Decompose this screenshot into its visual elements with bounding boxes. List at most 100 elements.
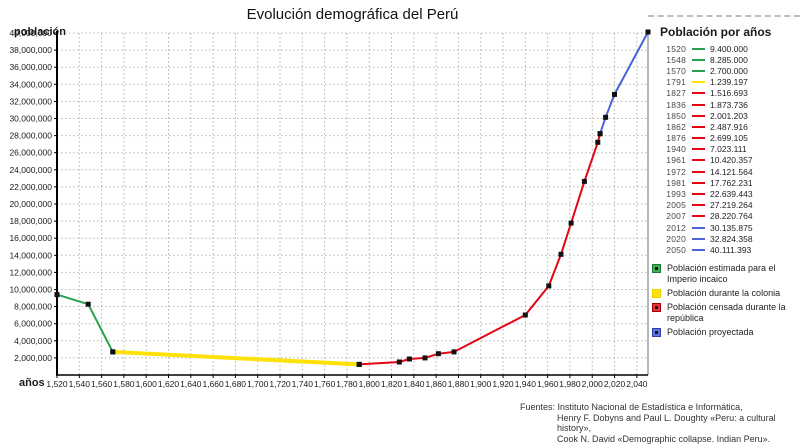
x-tick-label: 1,760 bbox=[314, 379, 336, 389]
x-tick-label: 1,560 bbox=[91, 379, 113, 389]
data-point-marker bbox=[558, 251, 564, 257]
legend-marker-dot-icon bbox=[655, 267, 658, 270]
row-year: 1850 bbox=[666, 110, 686, 121]
x-tick-label: 1,900 bbox=[470, 379, 492, 389]
x-tick-label: 1,520 bbox=[46, 379, 68, 389]
data-point-marker bbox=[110, 349, 116, 355]
table-row: 1981 17.762.231 bbox=[650, 177, 800, 188]
x-tick-label: 1,980 bbox=[559, 379, 581, 389]
y-tick-label: 24,000,000 bbox=[9, 165, 52, 175]
row-year: 1570 bbox=[666, 65, 686, 76]
table-row: 2020 32.824.358 bbox=[650, 233, 800, 244]
row-value: 17.762.231 bbox=[710, 177, 753, 188]
data-point-marker bbox=[645, 29, 651, 35]
x-tick-label: 1,680 bbox=[225, 379, 247, 389]
x-tick-label: 1,940 bbox=[515, 379, 537, 389]
y-tick-label: 32,000,000 bbox=[9, 96, 52, 106]
x-tick-label: 1,820 bbox=[381, 379, 403, 389]
table-row: 1876 2.699.105 bbox=[650, 133, 800, 144]
table-row: 1940 7.023.111 bbox=[650, 144, 800, 155]
table-row: 1791 1.239.197 bbox=[650, 77, 800, 88]
table-row: 1972 14.121.564 bbox=[650, 166, 800, 177]
data-point-marker bbox=[422, 355, 428, 361]
row-value: 1.516.693 bbox=[710, 88, 748, 99]
y-tick-label: 40,000,000 bbox=[9, 28, 52, 38]
y-tick-label: 2,000,000 bbox=[14, 353, 52, 363]
panel-divider bbox=[648, 15, 800, 17]
x-tick-label: 1,860 bbox=[425, 379, 447, 389]
row-value: 14.121.564 bbox=[710, 166, 753, 177]
table-row: 1836 1.873.736 bbox=[650, 99, 800, 110]
x-tick-label: 2,040 bbox=[626, 379, 648, 389]
table-row: 2007 28.220.764 bbox=[650, 211, 800, 222]
table-row: 1827 1.516.693 bbox=[650, 88, 800, 99]
table-row: 2012 30.135.875 bbox=[650, 222, 800, 233]
x-tick-label: 1,720 bbox=[269, 379, 291, 389]
row-color-dash bbox=[692, 92, 705, 95]
data-point-marker bbox=[451, 349, 457, 355]
legend-item: Población estimada para el Imperio incai… bbox=[652, 263, 798, 285]
y-axis-label: población bbox=[14, 26, 66, 38]
row-color-dash bbox=[692, 81, 705, 84]
row-year: 1940 bbox=[666, 144, 686, 155]
y-tick-label: 28,000,000 bbox=[9, 131, 52, 141]
row-value: 22.639.443 bbox=[710, 189, 753, 200]
row-value: 2.001.203 bbox=[710, 110, 748, 121]
row-year: 2020 bbox=[666, 233, 686, 244]
legend-label: Población proyectada bbox=[667, 327, 754, 337]
row-year: 1827 bbox=[666, 88, 686, 99]
data-point-marker bbox=[581, 178, 587, 184]
y-tick-label: 20,000,000 bbox=[9, 199, 52, 209]
row-color-dash bbox=[692, 226, 705, 229]
data-point-marker bbox=[396, 359, 402, 365]
row-color-dash bbox=[692, 215, 705, 218]
sources-prefix: Fuentes: bbox=[520, 402, 558, 412]
data-point-marker bbox=[406, 356, 412, 362]
data-point-marker bbox=[612, 91, 617, 97]
legend-marker-dot-icon bbox=[655, 331, 658, 334]
x-tick-label: 1,620 bbox=[158, 379, 180, 389]
table-title: Población por años bbox=[660, 25, 772, 39]
row-value: 7.023.111 bbox=[710, 144, 747, 155]
row-color-dash bbox=[692, 103, 705, 106]
y-tick-label: 12,000,000 bbox=[9, 267, 52, 277]
legend-item: Población censada durante la república bbox=[652, 302, 798, 324]
row-year: 1862 bbox=[666, 121, 686, 132]
row-value: 40.111.393 bbox=[710, 244, 752, 255]
y-tick-label: 36,000,000 bbox=[9, 62, 52, 72]
row-color-dash bbox=[692, 170, 705, 173]
row-value: 8.285.000 bbox=[710, 54, 748, 65]
row-color-dash bbox=[692, 137, 705, 140]
row-value: 1.239.197 bbox=[710, 77, 748, 88]
legend-color-swatch-icon bbox=[652, 289, 661, 298]
row-year: 1972 bbox=[666, 166, 686, 177]
row-color-dash bbox=[692, 47, 705, 50]
legend: Población estimada para el Imperio incai… bbox=[652, 263, 798, 338]
population-line-chart: 2,000,000 4,000,000 6,000,000 8,000,000 10,0… bbox=[9, 28, 651, 389]
table-row: 1520 9.400.000 bbox=[650, 43, 800, 54]
y-tick-label: 6,000,000 bbox=[14, 319, 52, 329]
x-tick-label: 1,800 bbox=[359, 379, 381, 389]
data-point-marker bbox=[595, 139, 601, 145]
row-year: 2050 bbox=[666, 244, 686, 255]
x-tick-label: 1,700 bbox=[247, 379, 269, 389]
row-color-dash bbox=[692, 159, 705, 162]
row-value: 28.220.764 bbox=[710, 211, 753, 222]
data-point-marker bbox=[603, 114, 609, 120]
source-line: Cook N. David «Demographic collapse. Ind… bbox=[557, 433, 771, 444]
row-value: 30.135.875 bbox=[710, 222, 753, 233]
table-row: 1850 2.001.203 bbox=[650, 110, 800, 121]
row-year: 1791 bbox=[666, 77, 686, 88]
x-tick-label: 1,920 bbox=[492, 379, 514, 389]
x-axis-label: años bbox=[19, 377, 45, 389]
y-tick-label: 10,000,000 bbox=[9, 285, 52, 295]
row-color-dash bbox=[692, 148, 705, 151]
row-year: 2007 bbox=[666, 211, 686, 222]
chart-title: Evolución demográfica del Perú bbox=[246, 6, 459, 23]
table-row: 1570 2.700.000 bbox=[650, 65, 800, 76]
y-tick-label: 16,000,000 bbox=[9, 233, 52, 243]
row-value: 2.487.916 bbox=[710, 121, 748, 132]
x-tick-label: 1,640 bbox=[180, 379, 202, 389]
row-color-dash bbox=[692, 125, 705, 128]
